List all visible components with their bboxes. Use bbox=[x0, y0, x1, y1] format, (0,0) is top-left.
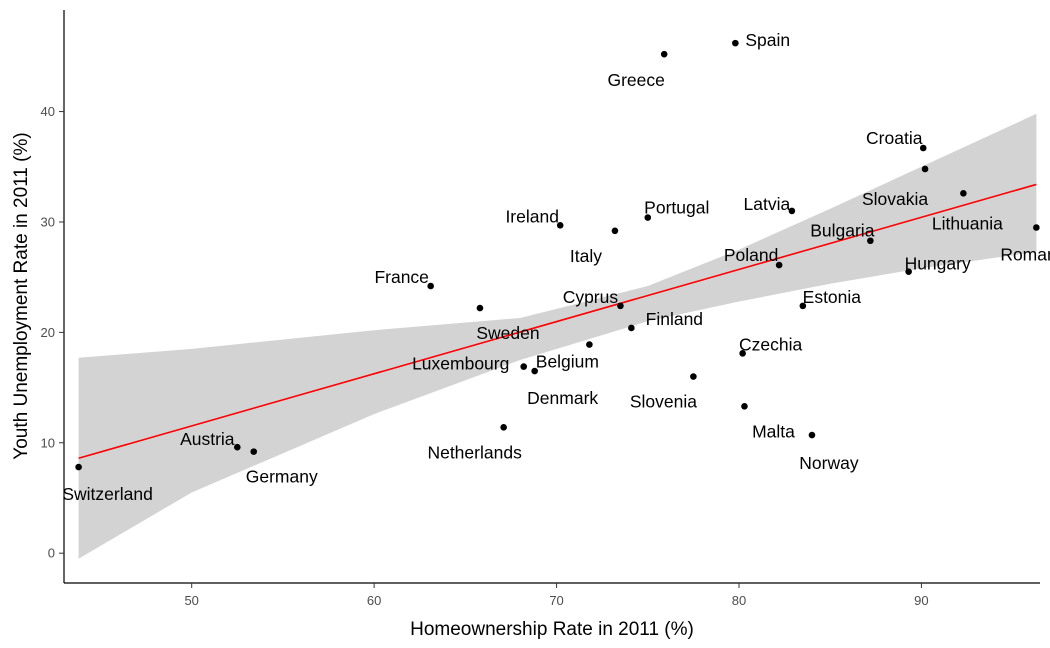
x-axis-title: Homeownership Rate in 2011 (%) bbox=[410, 619, 694, 640]
point-label: Portugal bbox=[644, 198, 709, 218]
data-point bbox=[617, 302, 624, 310]
data-point bbox=[500, 424, 507, 431]
point-label: Croatia bbox=[866, 128, 923, 148]
points-layer bbox=[75, 39, 1040, 471]
data-point bbox=[628, 324, 635, 332]
confidence-band-layer bbox=[78, 113, 1037, 559]
data-point bbox=[427, 282, 434, 290]
point-label: Germany bbox=[246, 467, 318, 487]
point-label: Slovakia bbox=[862, 189, 928, 209]
data-point bbox=[644, 214, 652, 221]
data-point bbox=[921, 165, 929, 173]
point-label: Italy bbox=[570, 246, 602, 266]
point-label: Finland bbox=[646, 309, 703, 329]
x-tick-label: 50 bbox=[184, 593, 198, 608]
point-label: Switzerland bbox=[62, 484, 152, 504]
data-point bbox=[520, 363, 528, 370]
axes-layer: 50 60 70 80 90 0 10 20 30 40 bbox=[41, 10, 1040, 608]
point-label: Bulgaria bbox=[810, 221, 874, 241]
data-point bbox=[799, 302, 807, 310]
point-label: Norway bbox=[799, 453, 859, 473]
point-label: Malta bbox=[752, 421, 795, 441]
data-point bbox=[808, 431, 816, 439]
y-tick-label: 30 bbox=[41, 214, 55, 229]
data-point bbox=[531, 367, 538, 375]
data-point bbox=[75, 463, 82, 471]
data-point bbox=[234, 443, 241, 451]
point-label: Estonia bbox=[803, 287, 862, 307]
data-point bbox=[250, 448, 258, 455]
trend-line-layer bbox=[78, 183, 1037, 460]
data-point bbox=[611, 227, 619, 235]
y-tick-label: 0 bbox=[48, 546, 55, 561]
data-point bbox=[660, 50, 668, 58]
data-point bbox=[960, 189, 967, 197]
data-point bbox=[690, 373, 697, 380]
point-label: Hungary bbox=[905, 254, 971, 274]
data-point bbox=[476, 304, 484, 312]
point-label: Greece bbox=[607, 70, 664, 90]
x-tick-label: 80 bbox=[732, 593, 746, 608]
point-label: Denmark bbox=[527, 388, 598, 408]
data-point bbox=[775, 261, 783, 269]
data-point bbox=[556, 221, 564, 229]
data-point bbox=[905, 268, 912, 275]
point-label: Romania bbox=[1000, 244, 1050, 264]
point-label: Cyprus bbox=[563, 287, 619, 307]
x-tick-label: 60 bbox=[367, 593, 381, 608]
data-point bbox=[788, 207, 796, 215]
y-tick-label: 10 bbox=[41, 435, 55, 450]
point-label: Spain bbox=[745, 30, 790, 50]
y-tick-label: 20 bbox=[41, 325, 55, 340]
point-label: Latvia bbox=[744, 194, 791, 214]
y-tick-label: 40 bbox=[41, 104, 55, 119]
data-point bbox=[1033, 224, 1040, 231]
data-point bbox=[739, 350, 746, 357]
point-label: Lithuania bbox=[932, 213, 1003, 233]
data-point bbox=[741, 403, 748, 410]
point-label: Ireland bbox=[505, 206, 559, 226]
data-point bbox=[867, 237, 874, 245]
point-label: Sweden bbox=[476, 323, 539, 343]
data-point bbox=[586, 341, 593, 348]
trend-line bbox=[78, 183, 1037, 460]
point-label: Slovenia bbox=[630, 392, 697, 412]
data-point bbox=[732, 39, 739, 47]
x-tick-label: 90 bbox=[914, 593, 928, 608]
point-label: France bbox=[374, 267, 428, 287]
data-point bbox=[919, 144, 927, 152]
point-label: Austria bbox=[180, 429, 235, 449]
point-label: Luxembourg bbox=[412, 354, 509, 374]
confidence-band bbox=[78, 113, 1037, 559]
point-label: Belgium bbox=[536, 352, 599, 372]
x-tick-label: 70 bbox=[549, 593, 563, 608]
point-label: Netherlands bbox=[427, 442, 522, 462]
point-label: Czechia bbox=[739, 334, 802, 354]
y-axis-title: Youth Unemployment Rate in 2011 (%) bbox=[11, 132, 32, 459]
point-label: Poland bbox=[724, 245, 779, 265]
